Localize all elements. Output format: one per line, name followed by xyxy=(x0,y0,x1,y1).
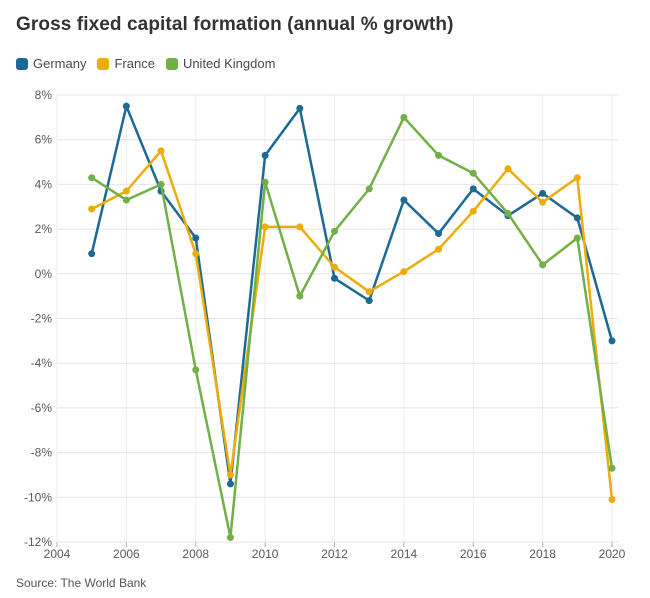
data-point-france xyxy=(435,245,443,253)
data-point-germany xyxy=(122,102,130,110)
y-tick-label: -8% xyxy=(31,446,53,460)
y-tick-label: 8% xyxy=(35,88,53,102)
x-tick-label: 2018 xyxy=(529,547,556,561)
data-point-germany xyxy=(539,189,547,197)
data-point-united-kingdom xyxy=(435,151,443,159)
x-tick-label: 2012 xyxy=(321,547,348,561)
data-point-united-kingdom xyxy=(261,178,269,186)
y-tick-label: 0% xyxy=(35,267,53,281)
data-point-france xyxy=(261,223,269,231)
legend-item-germany: Germany xyxy=(16,56,86,71)
legend-label: United Kingdom xyxy=(182,56,276,71)
y-tick-label: -6% xyxy=(31,401,53,415)
data-point-germany xyxy=(365,297,373,305)
legend-swatch-germany xyxy=(16,57,28,70)
data-point-germany xyxy=(608,337,616,345)
data-point-united-kingdom xyxy=(122,196,130,204)
legend-swatch-united-kingdom xyxy=(165,57,178,70)
x-tick-label: 2010 xyxy=(252,547,279,561)
data-point-united-kingdom xyxy=(573,234,581,242)
data-point-germany xyxy=(400,196,408,204)
data-point-france xyxy=(157,147,165,155)
data-point-united-kingdom xyxy=(296,292,304,300)
series-line-france xyxy=(90,149,614,501)
data-point-france xyxy=(539,198,547,206)
data-point-united-kingdom xyxy=(400,113,408,121)
data-point-france xyxy=(88,205,96,213)
x-tick-label: 2016 xyxy=(460,547,487,561)
data-point-united-kingdom xyxy=(469,169,477,177)
x-tick-label: 2006 xyxy=(113,547,140,561)
data-point-united-kingdom xyxy=(539,261,547,269)
x-tick-label: 2004 xyxy=(44,547,71,561)
data-point-united-kingdom xyxy=(157,180,165,188)
y-tick-label: 6% xyxy=(35,133,53,147)
data-point-united-kingdom xyxy=(226,534,234,542)
series-line-germany xyxy=(90,104,614,486)
x-tick-label: 2020 xyxy=(599,547,626,561)
chart-title: Gross fixed capital formation (annual % … xyxy=(16,14,454,35)
source-note: Source: The World Bank xyxy=(16,576,147,590)
data-point-germany xyxy=(296,104,304,112)
data-point-united-kingdom xyxy=(365,185,373,193)
data-point-germany xyxy=(88,250,96,258)
data-point-france xyxy=(608,496,616,504)
legend-swatch-france xyxy=(97,57,110,70)
y-tick-label: -2% xyxy=(31,312,53,326)
data-point-france xyxy=(469,207,477,215)
data-point-germany xyxy=(469,185,477,193)
data-point-france xyxy=(400,268,408,276)
legend-label: France xyxy=(114,56,155,71)
legend-item-france: France xyxy=(97,56,155,71)
data-point-united-kingdom xyxy=(192,366,200,374)
x-tick-label: 2014 xyxy=(391,547,418,561)
data-point-germany xyxy=(573,214,581,222)
y-tick-label: -4% xyxy=(31,356,53,370)
data-point-germany xyxy=(192,234,200,242)
data-point-united-kingdom xyxy=(88,174,96,182)
legend-item-united-kingdom: United Kingdom xyxy=(165,56,276,71)
data-point-germany xyxy=(261,151,269,159)
data-point-united-kingdom xyxy=(504,209,512,217)
x-tick-label: 2008 xyxy=(182,547,209,561)
y-tick-label: -12% xyxy=(24,535,52,549)
data-point-france xyxy=(365,288,373,296)
data-point-germany xyxy=(226,480,234,488)
y-tick-label: 4% xyxy=(35,177,53,191)
data-point-united-kingdom xyxy=(331,227,338,235)
legend: Germany France United Kingdom xyxy=(16,56,275,71)
data-point-france xyxy=(504,165,512,173)
y-tick-label: -10% xyxy=(24,490,52,504)
y-tick-label: 2% xyxy=(35,222,53,236)
series-line-united-kingdom xyxy=(90,116,614,539)
data-point-germany xyxy=(331,274,338,282)
legend-label: Germany xyxy=(33,56,87,71)
data-point-germany xyxy=(435,230,443,238)
data-point-france xyxy=(331,263,338,271)
data-point-united-kingdom xyxy=(608,464,616,472)
data-point-france xyxy=(296,223,304,231)
line-chart: 2004 2006 2008 2010 2012 2014 2016 2018 2020 8% 6%… xyxy=(24,88,626,561)
data-point-france xyxy=(122,187,130,195)
data-point-france xyxy=(573,174,581,182)
data-point-france xyxy=(226,471,234,479)
data-point-france xyxy=(192,250,200,258)
